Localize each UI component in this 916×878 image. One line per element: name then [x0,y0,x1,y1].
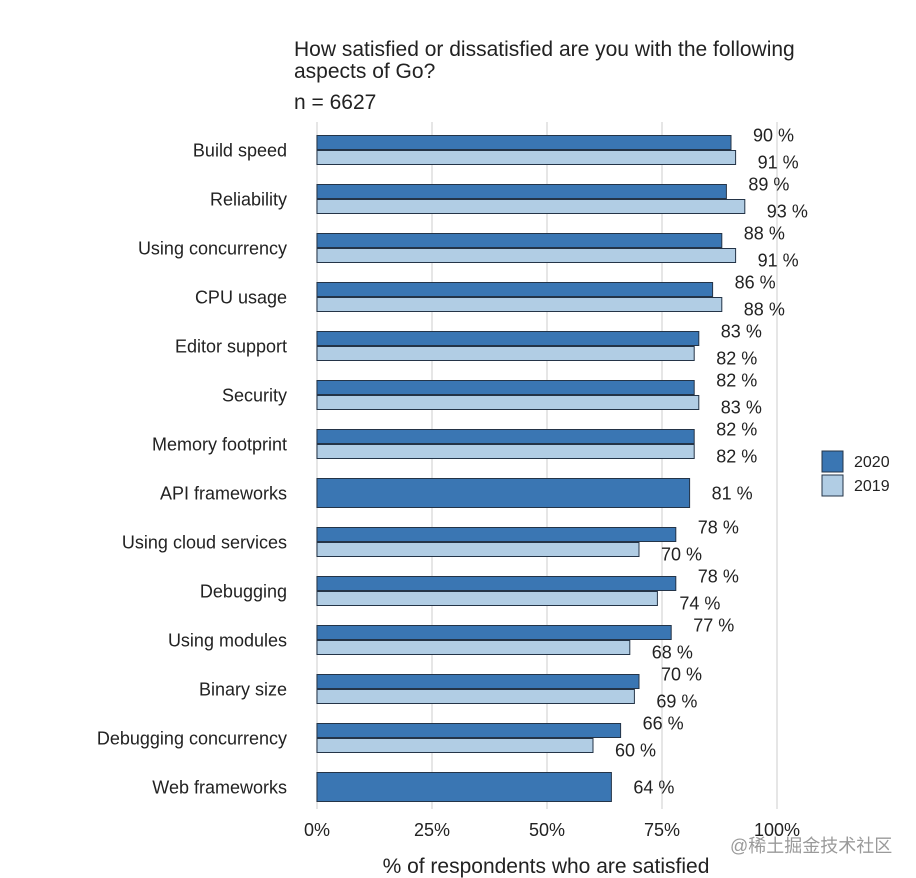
bar-2019 [316,248,737,263]
x-axis-title: % of respondents who are satisfied [383,855,710,878]
data-label-2020: 66 % [643,714,684,734]
bar-2020 [316,527,677,542]
x-tick-label: 100% [754,820,800,840]
data-label-2020: 82 % [716,371,757,391]
x-tick-label: 50% [529,820,565,840]
category-label: Using modules [168,631,287,651]
data-label-2019: 74 % [679,594,720,614]
bar-2019 [316,444,695,459]
watermark: @稀土掘金技术社区 [730,836,893,856]
x-tick-label: 0% [304,820,330,840]
bar-2020 [316,772,612,802]
bar-2019 [316,640,631,655]
bars [316,135,746,802]
data-label-2020: 70 % [661,665,702,685]
data-label-2019: 82 % [716,349,757,369]
bar-2020 [316,478,691,508]
x-tick-label: 25% [414,820,450,840]
bar-2019 [316,297,723,312]
data-label-2020: 90 % [753,126,794,146]
category-label: Memory footprint [152,435,287,455]
category-label: API frameworks [160,484,287,504]
category-label: Editor support [175,337,287,357]
legend: 2020 2019 [821,450,890,497]
category-label: Debugging [200,582,287,602]
category-label: Build speed [193,141,287,161]
bar-2020 [316,282,714,297]
data-label-2019: 93 % [767,202,808,222]
category-label: Debugging concurrency [97,729,287,749]
bar-2019 [316,542,640,557]
category-label: Using cloud services [122,533,287,553]
x-tick-label: 75% [644,820,680,840]
chart-title: How satisfied or dissatisfied are you wi… [294,38,795,83]
data-label-2020: 86 % [735,273,776,293]
category-label: Binary size [199,680,287,700]
data-label-2019: 83 % [721,398,762,418]
data-label-2020: 78 % [698,567,739,587]
data-label-2019: 69 % [656,692,697,712]
data-label-2020: 77 % [693,616,734,636]
chart-subtitle: n = 6627 [294,91,377,114]
data-label-2019: 91 % [758,251,799,271]
legend-label-2020: 2020 [854,454,890,471]
data-label-2019: 91 % [758,153,799,173]
bar-2020 [316,674,640,689]
bar-2019 [316,689,635,704]
bar-2020 [316,429,695,444]
bar-2019 [316,738,594,753]
data-label-2019: 60 % [615,741,656,761]
data-label-2019: 88 % [744,300,785,320]
bar-2020 [316,723,622,738]
legend-swatch-2020 [821,450,844,473]
bar-2020 [316,380,695,395]
category-label: Reliability [210,190,287,210]
bar-2019 [316,199,746,214]
bar-2019 [316,346,695,361]
data-label-2020: 82 % [716,420,757,440]
bar-2020 [316,233,723,248]
data-label-2020: 81 % [712,484,753,504]
data-label-2019: 68 % [652,643,693,663]
legend-label-2019: 2019 [854,478,890,495]
bar-2020 [316,135,732,150]
data-label-2020: 64 % [633,778,674,798]
data-label-2019: 70 % [661,545,702,565]
category-label: Web frameworks [152,778,287,798]
data-label-2020: 83 % [721,322,762,342]
category-label: Using concurrency [138,239,287,259]
data-label-2020: 89 % [748,175,789,195]
bar-2019 [316,591,658,606]
data-label-2020: 78 % [698,518,739,538]
bar-2020 [316,184,727,199]
category-label: Security [222,386,287,406]
category-label: CPU usage [195,288,287,308]
bar-2020 [316,331,700,346]
bar-2019 [316,395,700,410]
bar-2020 [316,625,672,640]
data-label-2020: 88 % [744,224,785,244]
legend-swatch-2019 [821,474,844,497]
bar-2019 [316,150,737,165]
bar-2020 [316,576,677,591]
gridlines [316,122,778,809]
data-label-2019: 82 % [716,447,757,467]
labels: 0% 25% 50% 75% 100% Build speed 90 % 91 % Reliab… [97,126,808,841]
